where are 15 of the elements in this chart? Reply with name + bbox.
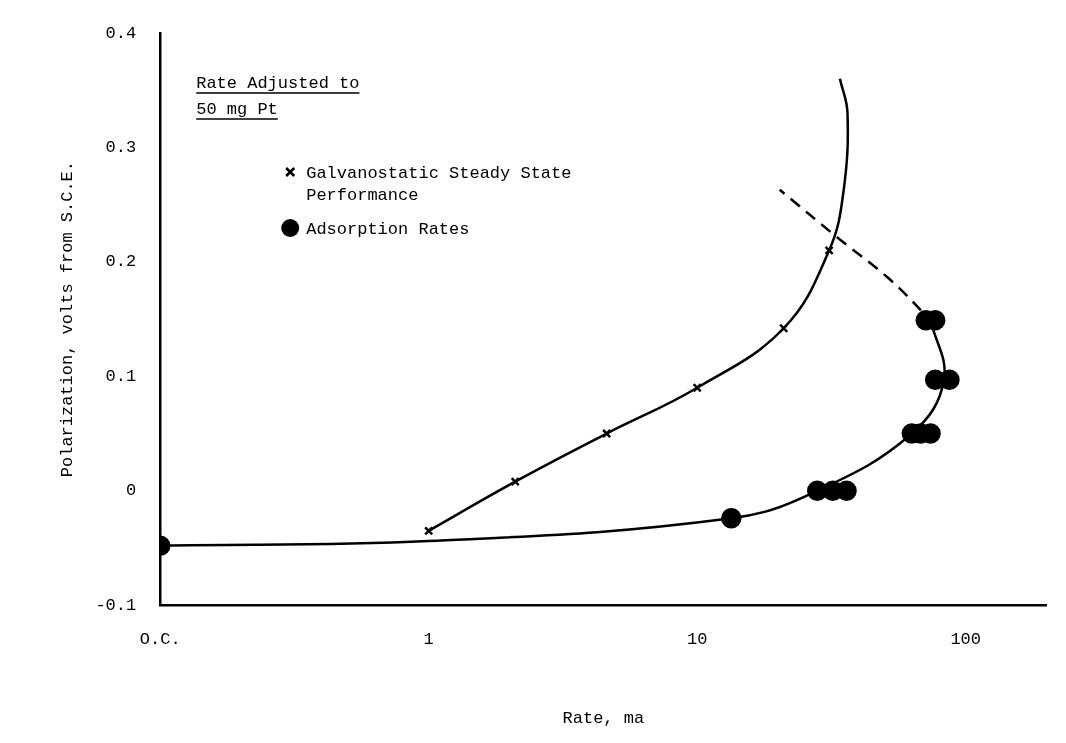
- legend-label: Adsorption Rates: [306, 220, 470, 239]
- x-axis-title: Rate, ma: [562, 709, 645, 729]
- x-tick-label: O.C.: [139, 629, 181, 649]
- y-tick-label: -0.1: [95, 595, 137, 615]
- y-tick-label: 0: [126, 481, 137, 501]
- y-tick-label: 0.4: [105, 23, 137, 43]
- x-tick-label: 10: [686, 629, 708, 649]
- y-tick-label: 0.1: [105, 366, 137, 386]
- legend-label: Galvanostatic Steady State Performance: [306, 164, 572, 205]
- annotation: Rate Adjusted to 50 mg Pt: [196, 74, 360, 119]
- y-tick-label: 0.3: [105, 137, 137, 157]
- x-tick-label: 1: [423, 629, 434, 649]
- y-tick-label: 0.2: [105, 252, 137, 272]
- y-axis-title: Polarization, volts from S.C.E.: [57, 160, 77, 478]
- x-tick-label: 100: [950, 629, 981, 649]
